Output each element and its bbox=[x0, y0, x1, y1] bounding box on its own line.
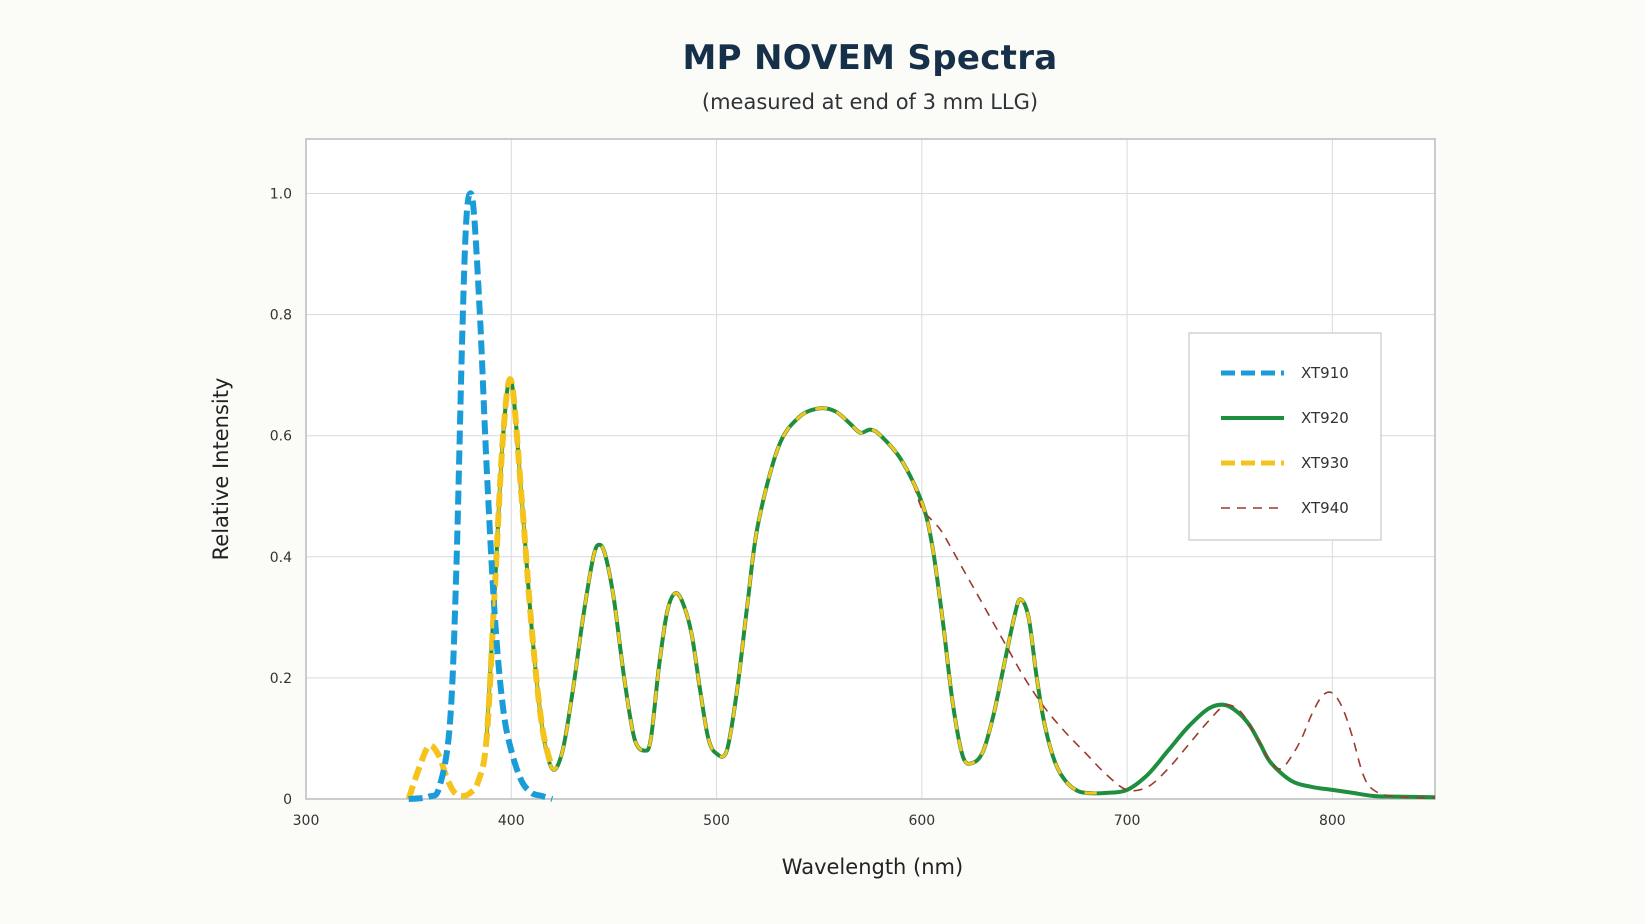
legend-label-xt910: XT910 bbox=[1301, 364, 1349, 382]
y-tick-label: 0.6 bbox=[270, 429, 292, 445]
chart-title: MP NOVEM Spectra bbox=[682, 38, 1058, 78]
legend-label-xt940: XT940 bbox=[1301, 499, 1349, 517]
plot-frame bbox=[305, 138, 1436, 800]
y-axis-title: Relative Intensity bbox=[209, 378, 233, 561]
y-tick-label: 0.2 bbox=[270, 671, 292, 687]
series-line-xt940 bbox=[912, 483, 1436, 799]
x-tick-label: 800 bbox=[1319, 813, 1346, 829]
x-axis-title: Wavelength (nm) bbox=[782, 855, 963, 879]
y-tick-label: 0.8 bbox=[270, 308, 292, 324]
x-tick-label: 700 bbox=[1114, 813, 1141, 829]
legend-label-xt930: XT930 bbox=[1301, 454, 1349, 472]
legend-box bbox=[1188, 332, 1382, 541]
y-tick-label: 0.4 bbox=[270, 550, 292, 566]
x-tick-label: 500 bbox=[703, 813, 730, 829]
x-tick-label: 600 bbox=[908, 813, 935, 829]
y-tick-label: 0 bbox=[283, 792, 292, 808]
chart-subtitle: (measured at end of 3 mm LLG) bbox=[701, 90, 1039, 114]
y-tick-label: 1.0 bbox=[270, 186, 292, 202]
x-tick-label: 400 bbox=[498, 813, 525, 829]
x-tick-label: 300 bbox=[293, 813, 320, 829]
series-line-xt930-overlay bbox=[485, 377, 1107, 795]
legend-label-xt920: XT920 bbox=[1301, 409, 1349, 427]
